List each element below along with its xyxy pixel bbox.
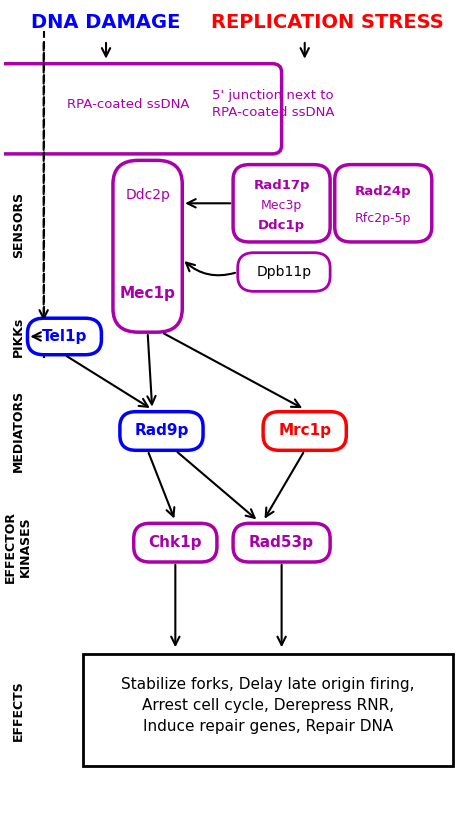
Text: Ddc1p: Ddc1p xyxy=(258,219,305,232)
Text: SENSORS: SENSORS xyxy=(12,192,25,258)
FancyBboxPatch shape xyxy=(263,412,346,450)
Text: Rad24p: Rad24p xyxy=(355,185,411,197)
Text: Rad17p: Rad17p xyxy=(254,179,310,192)
FancyBboxPatch shape xyxy=(27,319,101,355)
Text: 5' junction next to
RPA-coated ssDNA: 5' junction next to RPA-coated ssDNA xyxy=(212,89,335,120)
FancyBboxPatch shape xyxy=(113,161,182,333)
Text: Tel1p: Tel1p xyxy=(42,329,87,344)
Text: Mec1p: Mec1p xyxy=(119,286,175,301)
Text: DNA DAMAGE: DNA DAMAGE xyxy=(31,13,181,33)
Text: PIKKs: PIKKs xyxy=(12,316,25,356)
FancyBboxPatch shape xyxy=(233,165,330,242)
Text: MEDIATORS: MEDIATORS xyxy=(12,390,25,472)
Text: RPA-coated ssDNA: RPA-coated ssDNA xyxy=(67,98,189,111)
Text: Stabilize forks, Delay late origin firing,
Arrest cell cycle, Derepress RNR,
Ind: Stabilize forks, Delay late origin firin… xyxy=(121,677,414,735)
FancyBboxPatch shape xyxy=(335,165,432,242)
FancyBboxPatch shape xyxy=(233,523,330,562)
Text: Chk1p: Chk1p xyxy=(148,535,202,550)
Text: REPLICATION STRESS: REPLICATION STRESS xyxy=(211,13,444,33)
FancyBboxPatch shape xyxy=(134,523,217,562)
FancyBboxPatch shape xyxy=(83,654,453,766)
Text: Rfc2p-5p: Rfc2p-5p xyxy=(355,212,411,225)
FancyBboxPatch shape xyxy=(120,412,203,450)
Text: Rad53p: Rad53p xyxy=(249,535,314,550)
FancyBboxPatch shape xyxy=(0,64,282,154)
Text: EFFECTOR
KINASES: EFFECTOR KINASES xyxy=(4,511,32,583)
Text: Dpb11p: Dpb11p xyxy=(256,265,311,279)
Text: EFFECTS: EFFECTS xyxy=(12,680,25,740)
Text: Ddc2p: Ddc2p xyxy=(125,188,170,201)
Text: Rad9p: Rad9p xyxy=(134,423,189,438)
Text: Mec3p: Mec3p xyxy=(261,199,302,212)
FancyBboxPatch shape xyxy=(238,253,330,292)
Text: Mrc1p: Mrc1p xyxy=(278,423,331,438)
